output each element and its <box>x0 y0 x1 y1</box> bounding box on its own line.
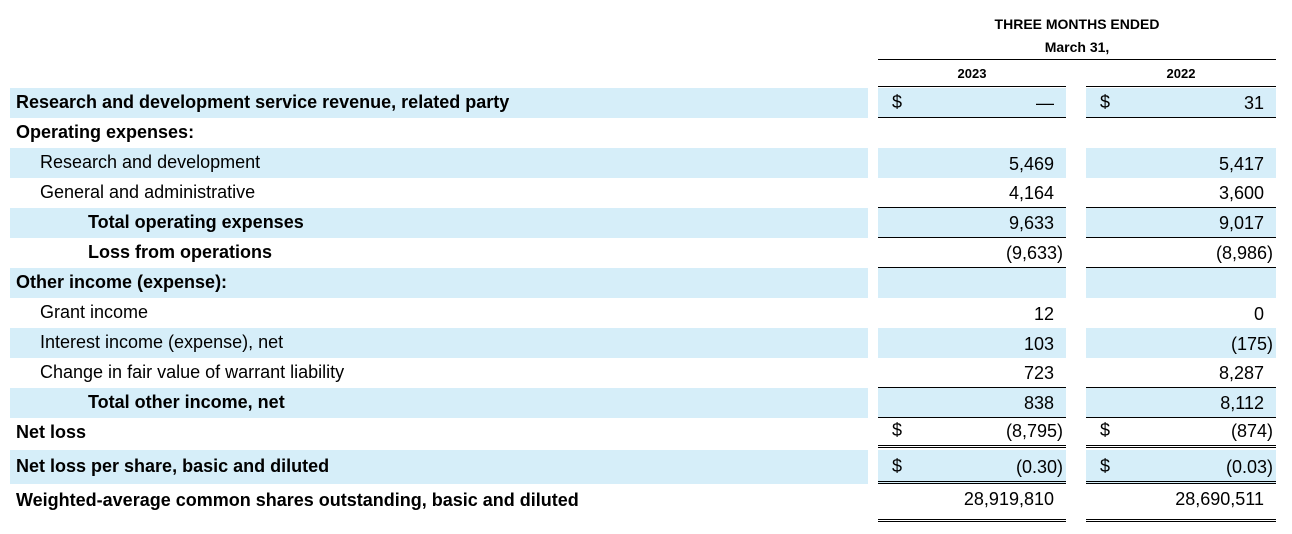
row-revenue: Research and development service revenue… <box>10 88 1276 118</box>
period-header: THREE MONTHS ENDED <box>994 16 1160 32</box>
row-label: Grant income <box>40 302 149 322</box>
value-2022: 3,600 <box>1086 177 1276 208</box>
value-2022: (175) <box>1086 328 1276 358</box>
amount: 0 <box>1253 304 1264 324</box>
value-2023: $ — <box>878 87 1066 118</box>
value-2023: 5,469 <box>878 148 1066 178</box>
amount: 9,633 <box>1008 213 1054 233</box>
amount: (0.03) <box>1225 457 1273 477</box>
row-label: Research and development service revenue… <box>16 92 510 112</box>
row-label: Loss from operations <box>88 242 273 262</box>
currency-symbol: $ <box>892 420 903 440</box>
value-2022: $ 31 <box>1086 87 1276 118</box>
value-2023: 103 <box>878 328 1066 358</box>
value-2023: 838 <box>878 387 1066 418</box>
value-2023: (9,633) <box>878 237 1066 268</box>
row-label: Interest income (expense), net <box>40 332 284 352</box>
row-label: Change in fair value of warrant liabilit… <box>40 362 345 382</box>
value-2022: (8,986) <box>1086 237 1276 268</box>
row-warrant-liability: Change in fair value of warrant liabilit… <box>10 358 1276 388</box>
row-net-loss: Net loss $ (8,795) $ (874) <box>10 418 1276 448</box>
amount: (0.30) <box>1015 457 1063 477</box>
row-total-operating-expenses: Total operating expenses 9,633 9,017 <box>10 208 1276 238</box>
row-interest-income: Interest income (expense), net 103 (175) <box>10 328 1276 358</box>
amount: 5,417 <box>1218 154 1264 174</box>
row-label: Research and development <box>40 152 261 172</box>
amount: 723 <box>1023 363 1054 383</box>
amount: (874) <box>1230 421 1273 441</box>
row-general-administrative: General and administrative 4,164 3,600 <box>10 178 1276 208</box>
row-label: Net loss <box>16 422 87 442</box>
row-label: Other income (expense): <box>16 272 228 292</box>
row-label: General and administrative <box>40 182 256 202</box>
value-2022: $ (874) <box>1086 415 1276 448</box>
period-date: March 31, <box>1044 39 1110 55</box>
amount: 8,287 <box>1218 363 1264 383</box>
row-label: Weighted-average common shares outstandi… <box>16 490 579 510</box>
amount: — <box>1036 93 1054 113</box>
amount: 838 <box>1023 393 1054 413</box>
amount: 12 <box>1033 304 1054 324</box>
value-2023: $ (8,795) <box>878 415 1066 448</box>
amount: (8,986) <box>1215 243 1273 263</box>
amount: 5,469 <box>1008 154 1054 174</box>
row-label: Operating expenses: <box>16 122 195 142</box>
row-operating-expenses-header: Operating expenses: <box>10 118 1276 148</box>
value-2022: 9,017 <box>1086 207 1276 238</box>
row-loss-from-operations: Loss from operations (9,633) (8,986) <box>10 238 1276 268</box>
row-label: Total other income, net <box>88 392 285 412</box>
value-2023: 9,633 <box>878 207 1066 238</box>
currency-symbol: $ <box>892 92 903 112</box>
amount: 9,017 <box>1218 213 1264 233</box>
value-2023: 28,919,810 <box>878 483 1066 522</box>
amount: 3,600 <box>1218 183 1264 203</box>
value-2023: $ (0.30) <box>878 447 1066 484</box>
row-weighted-average-shares: Weighted-average common shares outstandi… <box>10 486 1276 522</box>
amount: 4,164 <box>1008 183 1054 203</box>
value-2022: 0 <box>1086 298 1276 328</box>
value-2023: 12 <box>878 298 1066 328</box>
year-rule-2 <box>1086 86 1276 87</box>
row-net-loss-per-share: Net loss per share, basic and diluted $ … <box>10 450 1276 484</box>
value-2022: 8,112 <box>1086 387 1276 418</box>
currency-symbol: $ <box>892 456 903 476</box>
currency-symbol: $ <box>1100 420 1111 440</box>
row-label: Net loss per share, basic and diluted <box>16 456 330 476</box>
value-2022: 5,417 <box>1086 148 1276 178</box>
year-2022-header: 2022 <box>1166 66 1196 81</box>
year-2023-header: 2023 <box>957 66 987 81</box>
header-rule <box>878 59 1276 60</box>
amount: 8,112 <box>1220 393 1264 413</box>
amount: 103 <box>1023 334 1054 354</box>
value-2023: 4,164 <box>878 177 1066 208</box>
amount: 28,690,511 <box>1175 489 1264 509</box>
amount: (8,795) <box>1005 421 1063 441</box>
amount: 28,919,810 <box>963 489 1054 509</box>
value-2022: 28,690,511 <box>1086 483 1276 522</box>
row-label: Total operating expenses <box>88 212 304 232</box>
year-rule-1 <box>878 86 1066 87</box>
amount: (175) <box>1230 334 1273 354</box>
value-2023: 723 <box>878 357 1066 388</box>
currency-symbol: $ <box>1100 456 1111 476</box>
row-other-income-header: Other income (expense): <box>10 268 1276 298</box>
value-2022: $ (0.03) <box>1086 447 1276 484</box>
amount: (9,633) <box>1005 243 1063 263</box>
row-grant-income: Grant income 12 0 <box>10 298 1276 328</box>
amount: 31 <box>1243 93 1264 113</box>
row-total-other-income: Total other income, net 838 8,112 <box>10 388 1276 418</box>
value-2022: 8,287 <box>1086 357 1276 388</box>
row-research-development: Research and development 5,469 5,417 <box>10 148 1276 178</box>
currency-symbol: $ <box>1100 92 1111 112</box>
